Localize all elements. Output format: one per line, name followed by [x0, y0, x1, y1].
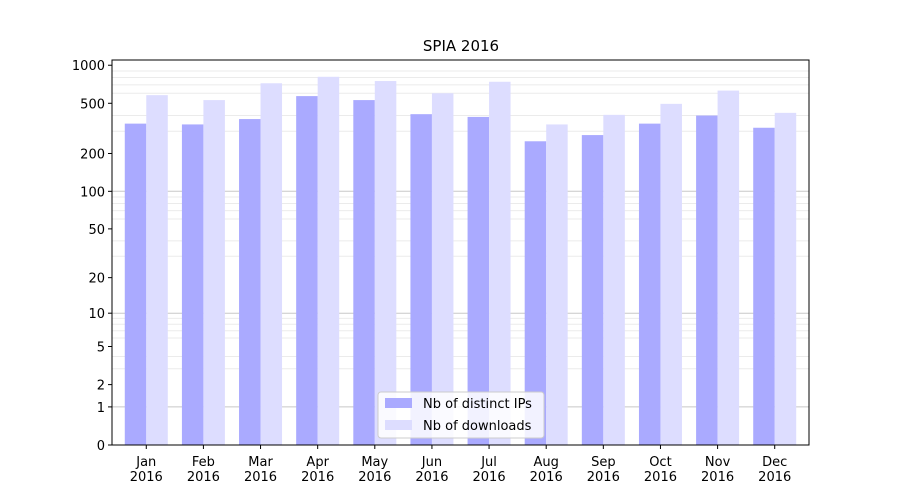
- x-tick-label: Apr 2016: [301, 455, 334, 485]
- bar-distinct-ips: [581, 135, 604, 445]
- y-tick-label: 20: [88, 272, 105, 287]
- x-axis: Jan 2016 Feb 2016 Mar 2016 Apr 2016 May 2016 Jun 20…: [130, 445, 791, 485]
- y-tick-label: 0: [97, 439, 105, 454]
- bar-downloads: [774, 112, 797, 445]
- legend-swatch-distinct-ips: [385, 398, 412, 408]
- bar-distinct-ips: [181, 124, 204, 445]
- y-tick-label: 10: [88, 307, 105, 322]
- y-tick-label: 100: [80, 185, 105, 200]
- bar-distinct-ips: [353, 100, 375, 445]
- bar-downloads: [717, 90, 740, 446]
- x-tick-label: Aug 2016: [530, 455, 563, 485]
- x-tick-label: Oct 2016: [644, 455, 677, 485]
- y-tick-label: 200: [80, 147, 105, 162]
- y-tick-label: 2: [97, 379, 105, 394]
- x-tick-label: Nov 2016: [701, 455, 734, 485]
- bar-distinct-ips: [296, 96, 318, 446]
- bar-distinct-ips: [524, 141, 547, 445]
- bar-distinct-ips: [753, 127, 775, 445]
- legend-label-downloads: Nb of downloads: [423, 419, 532, 434]
- x-tick-label: Dec 2016: [758, 455, 791, 485]
- grid-lines: [112, 70, 809, 408]
- bar-downloads: [317, 76, 340, 445]
- legend-swatch-downloads: [385, 420, 412, 430]
- x-tick-label: Feb 2016: [187, 455, 220, 485]
- bar-downloads: [489, 81, 511, 446]
- bars: [124, 76, 797, 446]
- bar-downloads: [146, 95, 168, 446]
- y-tick-label: 500: [80, 97, 105, 112]
- bar-downloads: [660, 103, 682, 445]
- x-tick-label: Jul 2016: [473, 455, 506, 485]
- bar-downloads: [546, 124, 568, 445]
- bar-distinct-ips: [696, 115, 718, 446]
- y-tick-label: 1: [97, 401, 105, 416]
- x-tick-label: Jan 2016: [130, 455, 163, 485]
- plot-frame: [111, 59, 810, 446]
- x-tick-label: Jun 2016: [415, 455, 448, 485]
- x-tick-label: Mar 2016: [244, 455, 277, 485]
- bar-downloads: [603, 114, 625, 446]
- y-tick-label: 1000: [72, 59, 105, 74]
- x-tick-label: Sep 2016: [587, 455, 620, 485]
- y-tick-label: 5: [97, 341, 105, 356]
- bar-downloads: [374, 81, 397, 445]
- bar-distinct-ips: [638, 123, 661, 445]
- bar-distinct-ips: [239, 119, 261, 445]
- bar-distinct-ips: [410, 114, 432, 446]
- bar-downloads: [431, 93, 454, 445]
- chart-title: SPIA 2016: [423, 37, 499, 55]
- y-tick-label: 50: [88, 223, 105, 238]
- bar-distinct-ips: [467, 116, 490, 446]
- bar-downloads: [260, 83, 283, 446]
- legend: Nb of distinct IPs Nb of downloads: [377, 391, 545, 439]
- bar-downloads: [203, 100, 225, 445]
- legend-box: [377, 391, 545, 439]
- x-tick-label: May 2016: [358, 455, 391, 485]
- y-axis: 0 1 2 5 10 20 50 100 200 500 1000: [72, 59, 112, 454]
- legend-label-distinct-ips: Nb of distinct IPs: [423, 397, 532, 412]
- bar-distinct-ips: [124, 123, 147, 445]
